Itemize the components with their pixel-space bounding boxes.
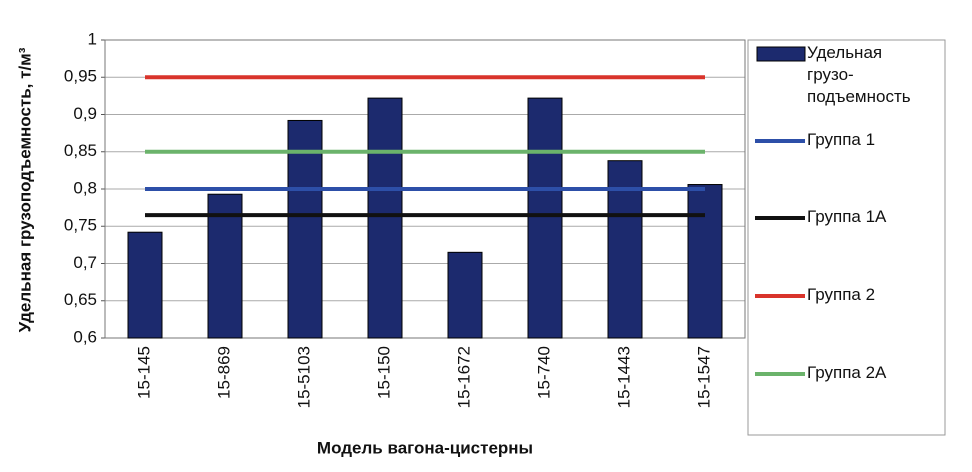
legend-box (747, 39, 946, 436)
x-tick-label: 15-1547 (694, 346, 713, 408)
y-tick-label: 0,65 (64, 290, 97, 309)
y-tick-label: 0,9 (73, 104, 97, 123)
x-tick-label: 15-1672 (454, 346, 473, 408)
legend-label: Группа 2А (807, 363, 887, 382)
y-tick-label: 0,85 (64, 141, 97, 160)
x-tick-label: 15-740 (534, 346, 553, 399)
y-axis-label: Удельная грузоподъемность, т/м³ (15, 47, 34, 332)
bar (207, 193, 243, 339)
x-tick-label: 15-869 (214, 346, 233, 399)
legend-label: Группа 2 (807, 285, 876, 304)
bar (287, 119, 323, 339)
x-tick-label: 15-1443 (614, 346, 633, 408)
y-tick-label: 0,7 (73, 253, 97, 272)
bar (687, 184, 723, 339)
x-tick-label: 15-5103 (294, 346, 313, 408)
x-tick-label: 15-150 (374, 346, 393, 399)
y-tick-label: 0,6 (73, 327, 97, 346)
bar (527, 97, 563, 339)
legend-swatch (756, 46, 806, 62)
bar (367, 97, 403, 339)
bar (447, 251, 483, 339)
y-tick-label: 1 (88, 29, 97, 48)
y-tick-label: 0,95 (64, 67, 97, 86)
legend-label: Группа 1 (807, 130, 876, 149)
x-tick-label: 15-145 (134, 346, 153, 399)
y-tick-label: 0,75 (64, 216, 97, 235)
legend-label: Группа 1А (807, 207, 887, 226)
legend-label: Удельная грузо-подъемность (807, 43, 911, 106)
y-tick-label: 0,8 (73, 178, 97, 197)
x-axis-label: Модель вагона-цистерны (317, 438, 533, 457)
bar (127, 231, 163, 339)
plot-frame (104, 39, 746, 339)
